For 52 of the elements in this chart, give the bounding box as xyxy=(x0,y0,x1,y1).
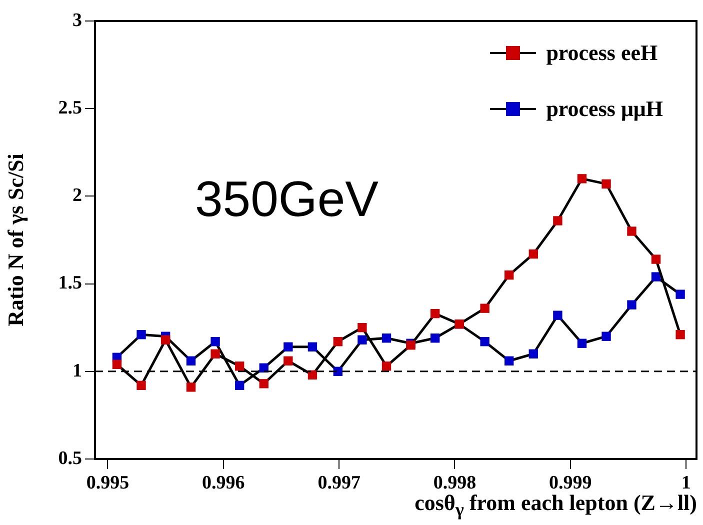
point xyxy=(676,330,685,340)
point xyxy=(358,323,367,332)
y-tick-label: 0.5 xyxy=(58,448,82,469)
point xyxy=(284,342,293,352)
point xyxy=(651,272,661,282)
point xyxy=(308,342,318,352)
point xyxy=(627,226,636,236)
point xyxy=(136,380,146,390)
point xyxy=(480,304,490,313)
point xyxy=(259,379,268,388)
point xyxy=(234,362,244,371)
x-tick-label: 0.997 xyxy=(318,472,361,494)
y-tick-label: 1 xyxy=(72,360,82,382)
point xyxy=(602,179,611,189)
point xyxy=(676,290,685,299)
point xyxy=(160,335,170,344)
point xyxy=(504,270,514,280)
point xyxy=(284,356,293,366)
legend-label: process μμH xyxy=(546,96,663,122)
y-tick-label: 2.5 xyxy=(58,98,82,119)
point xyxy=(186,382,196,392)
point xyxy=(528,249,538,259)
y-tick-label: 2 xyxy=(72,185,82,206)
point xyxy=(382,334,392,343)
point xyxy=(430,334,440,343)
annotation: 350GeV xyxy=(195,170,378,228)
point xyxy=(234,380,244,390)
y-axis-title: Ratio N of γs Sc/Si xyxy=(2,154,28,326)
point xyxy=(210,337,220,346)
point xyxy=(504,356,514,366)
point xyxy=(553,310,562,320)
point xyxy=(382,362,392,371)
legend-label: process eeH xyxy=(546,40,658,66)
point xyxy=(210,349,220,358)
point xyxy=(577,174,587,184)
point xyxy=(577,338,587,348)
point xyxy=(528,349,538,358)
y-tick-label: 3 xyxy=(72,10,82,31)
point xyxy=(186,356,196,366)
point xyxy=(136,330,146,340)
x-tick-label: 0.996 xyxy=(202,472,245,494)
y-tick-label: 1.5 xyxy=(58,272,82,294)
point xyxy=(358,335,367,344)
point xyxy=(553,216,562,226)
point xyxy=(480,337,490,346)
point xyxy=(112,360,122,369)
x-tick-label: 0.995 xyxy=(86,472,130,494)
point xyxy=(333,337,343,346)
point xyxy=(430,308,440,318)
point xyxy=(627,300,636,310)
point xyxy=(651,254,661,264)
point xyxy=(602,332,611,341)
